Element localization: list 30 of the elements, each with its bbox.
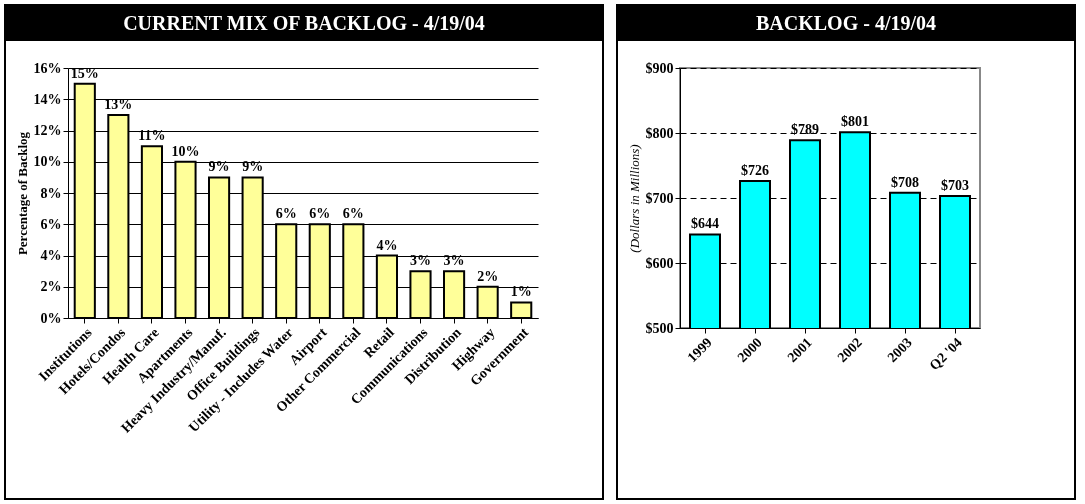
y-tick-label: 12% (33, 123, 62, 138)
y-tick-label: 10% (33, 154, 62, 170)
chart-title: CURRENT MIX OF BACKLOG - 4/19/04 (6, 6, 602, 41)
y-tick-label: 0% (40, 310, 62, 326)
text: 6% (309, 206, 331, 222)
y-tick-label: $800 (645, 125, 674, 141)
y-tick-label: $500 (645, 320, 674, 336)
text: 6% (342, 206, 364, 222)
y-tick-label: $600 (645, 255, 674, 271)
text: 2% (477, 268, 499, 284)
y-axis-title: Percentage of Backlog (14, 131, 30, 256)
text: $801 (841, 114, 869, 130)
y-tick-label: 14% (33, 91, 62, 107)
chart-title: BACKLOG - 4/19/04 (618, 6, 1074, 41)
y-tick-label: 4% (40, 248, 62, 263)
y-tick-label: $700 (645, 190, 674, 206)
text: 10% (171, 143, 200, 159)
x-tick-label: Q2 '04 (926, 334, 965, 374)
text: $708 (891, 174, 919, 190)
text: $703 (941, 178, 969, 194)
y-tick-label: 6% (40, 216, 62, 232)
y-tick-label: $900 (645, 60, 674, 76)
text: 6% (275, 206, 297, 222)
y-tick-label: 8% (40, 185, 62, 201)
text: 4% (376, 237, 398, 253)
y-axis-title: (Dollars in Millions) (626, 144, 642, 253)
y-tick-label: 16% (33, 60, 62, 76)
text: $726 (741, 163, 769, 179)
y-tick-label: 2% (40, 279, 62, 295)
text: $644 (691, 216, 719, 232)
